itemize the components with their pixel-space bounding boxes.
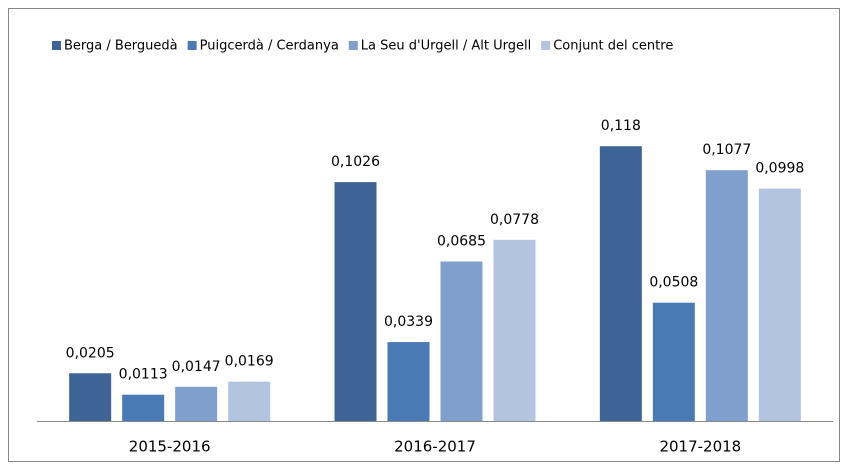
value-label: 0,0339 bbox=[384, 314, 433, 330]
bar bbox=[599, 146, 642, 421]
bar bbox=[175, 386, 218, 421]
x-tick-label: 2015-2016 bbox=[129, 438, 211, 456]
bar bbox=[387, 342, 430, 421]
legend-label: La Seu d'Urgell / Alt Urgell bbox=[361, 39, 531, 54]
bar bbox=[758, 188, 801, 421]
bar bbox=[334, 182, 377, 421]
legend-swatch bbox=[348, 41, 358, 50]
bar bbox=[493, 239, 536, 421]
value-label: 0,118 bbox=[601, 118, 641, 134]
legend-swatch bbox=[541, 41, 551, 50]
x-tick-label: 2017-2018 bbox=[659, 438, 741, 456]
bar bbox=[122, 394, 165, 421]
legend-label: Conjunt del centre bbox=[553, 39, 673, 54]
bar bbox=[705, 170, 748, 421]
legend-swatch bbox=[52, 41, 61, 50]
value-label: 0,0998 bbox=[755, 161, 804, 177]
value-label: 0,1026 bbox=[331, 154, 380, 170]
legend-label: Berga / Berguedà bbox=[64, 39, 178, 54]
x-tick-label: 2016-2017 bbox=[394, 438, 476, 456]
value-label: 0,0508 bbox=[649, 275, 698, 291]
value-label: 0,0113 bbox=[119, 367, 168, 383]
value-label: 0,1077 bbox=[702, 142, 751, 158]
value-label: 0,0205 bbox=[66, 345, 115, 361]
legend-label: Puigcerdà / Cerdanya bbox=[200, 39, 339, 54]
value-label: 0,0778 bbox=[490, 212, 539, 228]
bar bbox=[69, 373, 112, 421]
bar bbox=[440, 261, 483, 421]
bar bbox=[228, 381, 271, 421]
value-label: 0,0147 bbox=[172, 359, 221, 375]
value-label: 0,0685 bbox=[437, 233, 486, 249]
bar bbox=[652, 302, 695, 421]
value-label: 0,0169 bbox=[225, 354, 274, 370]
legend-swatch bbox=[187, 41, 197, 50]
